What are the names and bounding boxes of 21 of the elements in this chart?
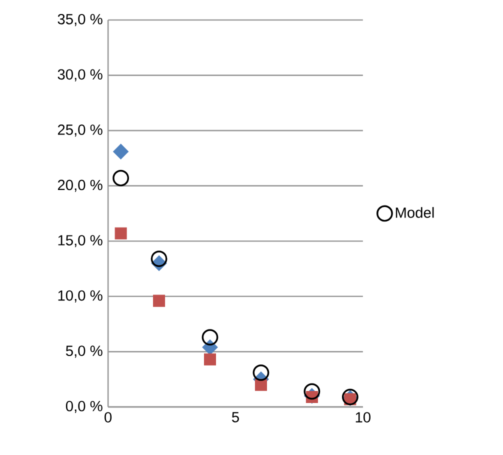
point xyxy=(112,170,130,186)
y-tick-label: 5,0 % xyxy=(66,346,102,358)
y-tick-label: 10,0 % xyxy=(58,290,102,302)
legend-label: Model xyxy=(396,207,434,218)
point xyxy=(153,294,166,307)
x-tick-label: 5 xyxy=(232,412,239,422)
y-tick-label: 25,0 % xyxy=(58,124,102,137)
point xyxy=(113,144,129,160)
x-tick-label: 0 xyxy=(104,412,112,423)
point xyxy=(114,227,127,240)
point xyxy=(204,353,216,366)
x-tick-label: 10 xyxy=(356,412,370,423)
point xyxy=(304,383,320,400)
y-tick-label: 35,0 % xyxy=(58,14,102,26)
point xyxy=(150,250,168,268)
y-tick-label: 20,0 % xyxy=(58,180,102,192)
y-tick-label: 0,0 % xyxy=(66,400,102,414)
y-tick-label: 15,0 % xyxy=(58,235,102,248)
y-tick-label: 30,0 % xyxy=(58,69,102,82)
point xyxy=(252,364,270,381)
point xyxy=(202,329,218,346)
